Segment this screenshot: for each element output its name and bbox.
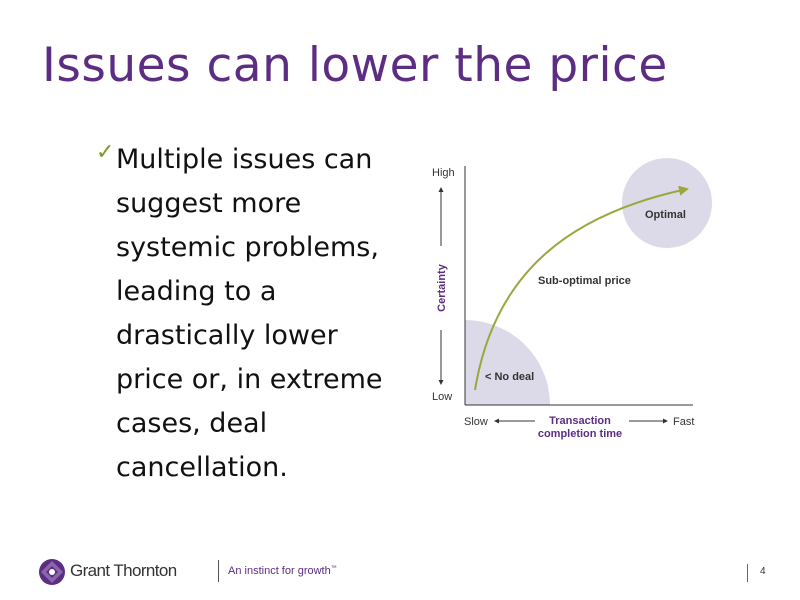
bullet-list: ✓ Multiple issues can suggest more syste… [96, 138, 396, 490]
x-axis-label-line1: Transaction [549, 415, 611, 427]
certainty-time-diagram: High Low Certainty Slow Fast Transaction… [425, 158, 715, 448]
y-axis-label: Certainty [436, 263, 448, 312]
x-slow-label: Slow [464, 416, 488, 428]
optimal-label: Optimal [645, 209, 686, 221]
x-axis-label-line2: completion time [538, 428, 622, 440]
checkmark-icon: ✓ [96, 140, 115, 165]
company-name: Grant Thornton [70, 561, 177, 580]
x-fast-label: Fast [673, 416, 694, 428]
no-deal-region [465, 320, 550, 405]
trend-curve [474, 185, 689, 391]
no-deal-label: < No deal [485, 371, 534, 383]
slide-title: Issues can lower the price [42, 38, 668, 93]
bullet-text: Multiple issues can suggest more systemi… [116, 144, 383, 483]
y-low-label: Low [432, 391, 452, 403]
sub-optimal-label: Sub-optimal price [538, 275, 631, 287]
logo-divider [218, 560, 219, 582]
page-number: 4 [760, 566, 766, 577]
y-high-label: High [432, 167, 455, 179]
company-tagline: An instinct for growth™ [228, 565, 337, 577]
optimal-region [622, 158, 712, 248]
trademark-mark: ™ [330, 565, 337, 572]
grant-thornton-logo-icon [39, 559, 65, 585]
page-number-divider [747, 564, 748, 582]
grant-thornton-logo: Grant Thornton An instinct for growth™ [38, 556, 338, 590]
